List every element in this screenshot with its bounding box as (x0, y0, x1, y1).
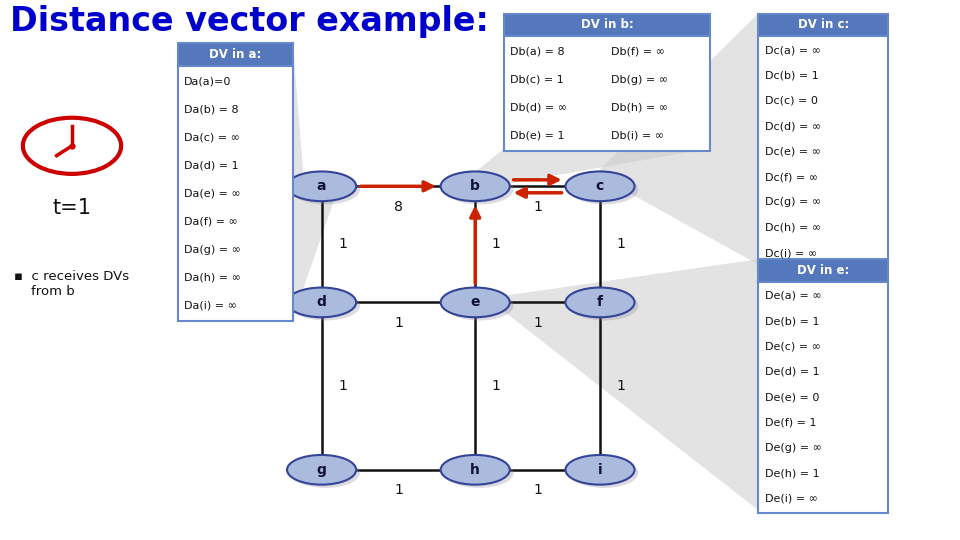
Ellipse shape (444, 291, 514, 321)
Ellipse shape (444, 458, 514, 488)
Text: 1: 1 (394, 316, 403, 330)
Text: d: d (317, 295, 326, 309)
Ellipse shape (23, 118, 121, 174)
Polygon shape (583, 14, 758, 265)
Text: 1: 1 (338, 379, 348, 393)
Text: Dc(a) = ∞: Dc(a) = ∞ (765, 45, 821, 55)
FancyBboxPatch shape (178, 66, 293, 321)
Text: DV in c:: DV in c: (798, 18, 849, 31)
Text: a: a (317, 179, 326, 193)
Text: 1: 1 (533, 483, 542, 497)
Text: Da(b) = 8: Da(b) = 8 (184, 104, 239, 114)
Text: 1: 1 (492, 379, 501, 393)
Text: De(b) = 1: De(b) = 1 (765, 316, 820, 326)
Ellipse shape (291, 291, 360, 321)
Text: Dc(e) = ∞: Dc(e) = ∞ (765, 147, 821, 157)
Ellipse shape (287, 172, 356, 201)
FancyBboxPatch shape (504, 14, 710, 36)
Text: Da(i) = ∞: Da(i) = ∞ (184, 301, 237, 311)
Text: e: e (470, 295, 480, 309)
Text: Dc(d) = ∞: Dc(d) = ∞ (765, 122, 821, 131)
FancyBboxPatch shape (178, 43, 293, 66)
Text: Da(d) = 1: Da(d) = 1 (184, 160, 239, 171)
FancyBboxPatch shape (758, 259, 888, 282)
Text: De(e) = 0: De(e) = 0 (765, 393, 820, 402)
Text: Db(d) = ∞: Db(d) = ∞ (510, 103, 566, 113)
Text: 1: 1 (533, 316, 542, 330)
Polygon shape (293, 43, 339, 319)
Ellipse shape (569, 291, 638, 321)
Ellipse shape (441, 455, 510, 485)
Text: Dc(h) = ∞: Dc(h) = ∞ (765, 223, 821, 233)
Text: DV in a:: DV in a: (209, 48, 261, 61)
Text: 1: 1 (394, 483, 403, 497)
Text: 8: 8 (394, 200, 403, 214)
Text: t=1: t=1 (53, 198, 91, 218)
Text: Db(c) = 1: Db(c) = 1 (510, 75, 564, 85)
FancyBboxPatch shape (758, 14, 888, 36)
Text: Distance vector example:: Distance vector example: (10, 5, 489, 38)
Text: De(h) = 1: De(h) = 1 (765, 469, 820, 478)
Text: c: c (596, 179, 604, 193)
Ellipse shape (441, 287, 510, 317)
Text: De(g) = ∞: De(g) = ∞ (765, 443, 822, 453)
Text: Da(g) = ∞: Da(g) = ∞ (184, 245, 241, 255)
Text: Da(e) = ∞: Da(e) = ∞ (184, 188, 241, 199)
Ellipse shape (287, 455, 356, 485)
Text: De(i) = ∞: De(i) = ∞ (765, 494, 818, 504)
Ellipse shape (291, 174, 360, 204)
Polygon shape (458, 259, 758, 510)
Text: Da(c) = ∞: Da(c) = ∞ (184, 132, 240, 143)
Text: De(c) = ∞: De(c) = ∞ (765, 342, 821, 352)
Text: Db(a) = 8: Db(a) = 8 (510, 46, 564, 57)
Ellipse shape (569, 174, 638, 204)
Text: Dc(b) = 1: Dc(b) = 1 (765, 71, 819, 80)
Text: DV in b:: DV in b: (581, 18, 634, 31)
Text: 1: 1 (616, 379, 626, 393)
Text: h: h (470, 463, 480, 477)
Text: Db(i) = ∞: Db(i) = ∞ (612, 131, 664, 141)
Ellipse shape (441, 172, 510, 201)
Text: i: i (598, 463, 602, 477)
Text: Dc(f) = ∞: Dc(f) = ∞ (765, 172, 818, 182)
Ellipse shape (287, 287, 356, 317)
Text: Da(f) = ∞: Da(f) = ∞ (184, 217, 238, 227)
Text: f: f (597, 295, 603, 309)
Text: Db(e) = 1: Db(e) = 1 (510, 131, 564, 141)
Polygon shape (458, 148, 710, 186)
Ellipse shape (444, 174, 514, 204)
Ellipse shape (565, 287, 635, 317)
Text: 1: 1 (492, 238, 501, 251)
Text: 1: 1 (533, 200, 542, 214)
Text: Da(a)=0: Da(a)=0 (184, 76, 231, 86)
Ellipse shape (565, 455, 635, 485)
Text: Dc(c) = 0: Dc(c) = 0 (765, 96, 818, 106)
Text: Db(h) = ∞: Db(h) = ∞ (612, 103, 668, 113)
Ellipse shape (569, 458, 638, 488)
Text: b: b (470, 179, 480, 193)
Text: Dc(i) = ∞: Dc(i) = ∞ (765, 248, 817, 258)
Text: Da(h) = ∞: Da(h) = ∞ (184, 273, 241, 283)
Text: De(f) = 1: De(f) = 1 (765, 418, 817, 428)
Text: g: g (317, 463, 326, 477)
FancyBboxPatch shape (758, 282, 888, 513)
FancyBboxPatch shape (504, 36, 710, 151)
Text: DV in e:: DV in e: (797, 264, 850, 277)
Text: ▪  c receives DVs
    from b: ▪ c receives DVs from b (14, 270, 130, 298)
Text: 1: 1 (338, 238, 348, 251)
Text: De(a) = ∞: De(a) = ∞ (765, 291, 822, 301)
Text: Db(f) = ∞: Db(f) = ∞ (612, 46, 665, 57)
Text: Dc(g) = ∞: Dc(g) = ∞ (765, 198, 821, 207)
Ellipse shape (565, 172, 635, 201)
Text: De(d) = 1: De(d) = 1 (765, 367, 820, 377)
Ellipse shape (291, 458, 360, 488)
Text: 1: 1 (616, 238, 626, 251)
FancyBboxPatch shape (758, 36, 888, 267)
Text: Db(g) = ∞: Db(g) = ∞ (612, 75, 668, 85)
